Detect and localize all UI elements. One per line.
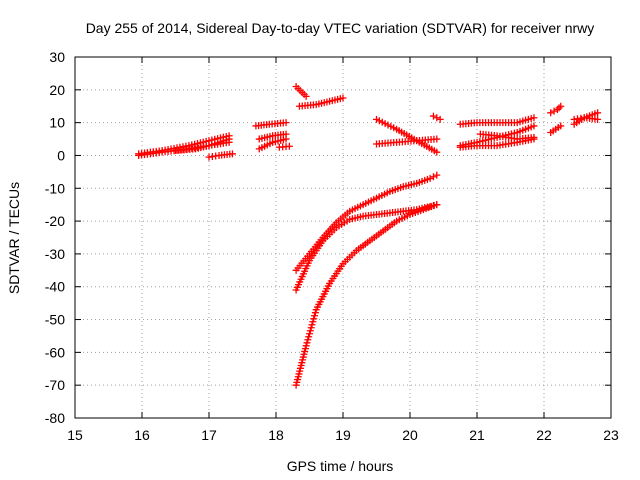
data-point xyxy=(555,104,563,112)
data-point xyxy=(429,202,437,210)
data-point xyxy=(225,135,233,143)
series-arc-c2 xyxy=(295,94,347,110)
x-tick-label: 18 xyxy=(268,427,284,443)
x-tick-label: 22 xyxy=(536,427,552,443)
data-point xyxy=(594,109,602,117)
x-tick-label: 16 xyxy=(134,427,150,443)
data-point xyxy=(282,119,290,127)
y-tick-label: -60 xyxy=(45,344,65,360)
data-point xyxy=(433,201,441,209)
data-point xyxy=(311,309,319,317)
series-arc-a4 xyxy=(205,150,236,161)
data-point xyxy=(307,324,315,332)
data-point xyxy=(228,150,236,158)
y-tick-label: -50 xyxy=(45,312,65,328)
data-point xyxy=(285,142,293,150)
series-arc-b1 xyxy=(252,119,290,130)
x-tick-label: 19 xyxy=(335,427,351,443)
data-point xyxy=(308,321,316,329)
series-arc-f1 xyxy=(547,102,565,117)
data-point xyxy=(426,174,434,182)
data-point xyxy=(309,318,317,326)
x-tick-labels: 15 16 17 18 19 20 21 22 23 xyxy=(67,427,619,443)
y-tick-label: -30 xyxy=(45,246,65,262)
data-point xyxy=(282,135,290,143)
data-point xyxy=(310,315,318,323)
y-axis-label: SDTVAR / TECUs xyxy=(6,182,22,294)
grid xyxy=(75,57,611,418)
data-point xyxy=(303,339,311,347)
data-point xyxy=(530,114,538,122)
data-points xyxy=(135,83,602,389)
y-tick-label: 10 xyxy=(49,115,65,131)
series-arc-c1 xyxy=(292,83,310,100)
data-point xyxy=(547,109,555,117)
data-point xyxy=(302,342,310,350)
data-point xyxy=(436,115,444,123)
x-tick-label: 21 xyxy=(469,427,485,443)
y-tick-labels: 30 20 10 0 -10 -20 -30 -40 -50 -60 -70 -80 xyxy=(45,49,65,426)
axis-ticks xyxy=(74,56,612,419)
data-point xyxy=(426,202,434,210)
x-tick-label: 15 xyxy=(67,427,83,443)
series-arc-f4 xyxy=(570,114,602,123)
data-point xyxy=(302,92,310,100)
data-point xyxy=(339,94,347,102)
data-point xyxy=(429,112,437,120)
data-point xyxy=(433,148,441,156)
data-point xyxy=(305,333,313,341)
series-arc-e4 xyxy=(476,130,538,143)
series-arc-b3 xyxy=(255,135,290,153)
data-point xyxy=(557,102,565,110)
data-point xyxy=(306,330,313,338)
series-arc-e1 xyxy=(456,114,538,128)
y-tick-label: 30 xyxy=(49,49,65,65)
x-tick-label: 20 xyxy=(402,427,418,443)
data-point xyxy=(429,173,437,181)
data-point xyxy=(433,171,441,179)
series-arc-a3 xyxy=(172,135,233,155)
y-tick-label: -20 xyxy=(45,213,65,229)
data-point xyxy=(433,114,441,122)
y-tick-label: -70 xyxy=(45,377,65,393)
data-point xyxy=(311,312,319,320)
series-arc-g3 xyxy=(292,171,441,274)
data-point xyxy=(594,115,602,123)
y-tick-label: 20 xyxy=(49,82,65,98)
y-tick-label: -80 xyxy=(45,410,65,426)
data-point xyxy=(553,106,561,114)
chart-title: Day 255 of 2014, Sidereal Day-to-day VTE… xyxy=(86,20,595,36)
series-arc-g1 xyxy=(292,201,441,389)
data-point xyxy=(306,327,314,335)
data-point xyxy=(433,135,441,143)
x-tick-label: 23 xyxy=(603,427,619,443)
y-tick-label: -10 xyxy=(45,180,65,196)
x-tick-label: 17 xyxy=(201,427,217,443)
data-point xyxy=(304,336,312,344)
data-point xyxy=(557,122,565,130)
y-tick-label: -40 xyxy=(45,279,65,295)
series-arc-b4 xyxy=(275,142,293,151)
x-axis-label: GPS time / hours xyxy=(287,458,394,474)
y-tick-label: 0 xyxy=(57,147,65,163)
series-arc-f2 xyxy=(547,122,565,136)
data-point xyxy=(530,133,538,141)
data-point xyxy=(530,122,538,130)
data-point xyxy=(550,107,558,115)
series-arc-d3 xyxy=(429,112,444,123)
series-arc-d2 xyxy=(373,135,441,148)
series-arc-d1 xyxy=(373,115,441,156)
